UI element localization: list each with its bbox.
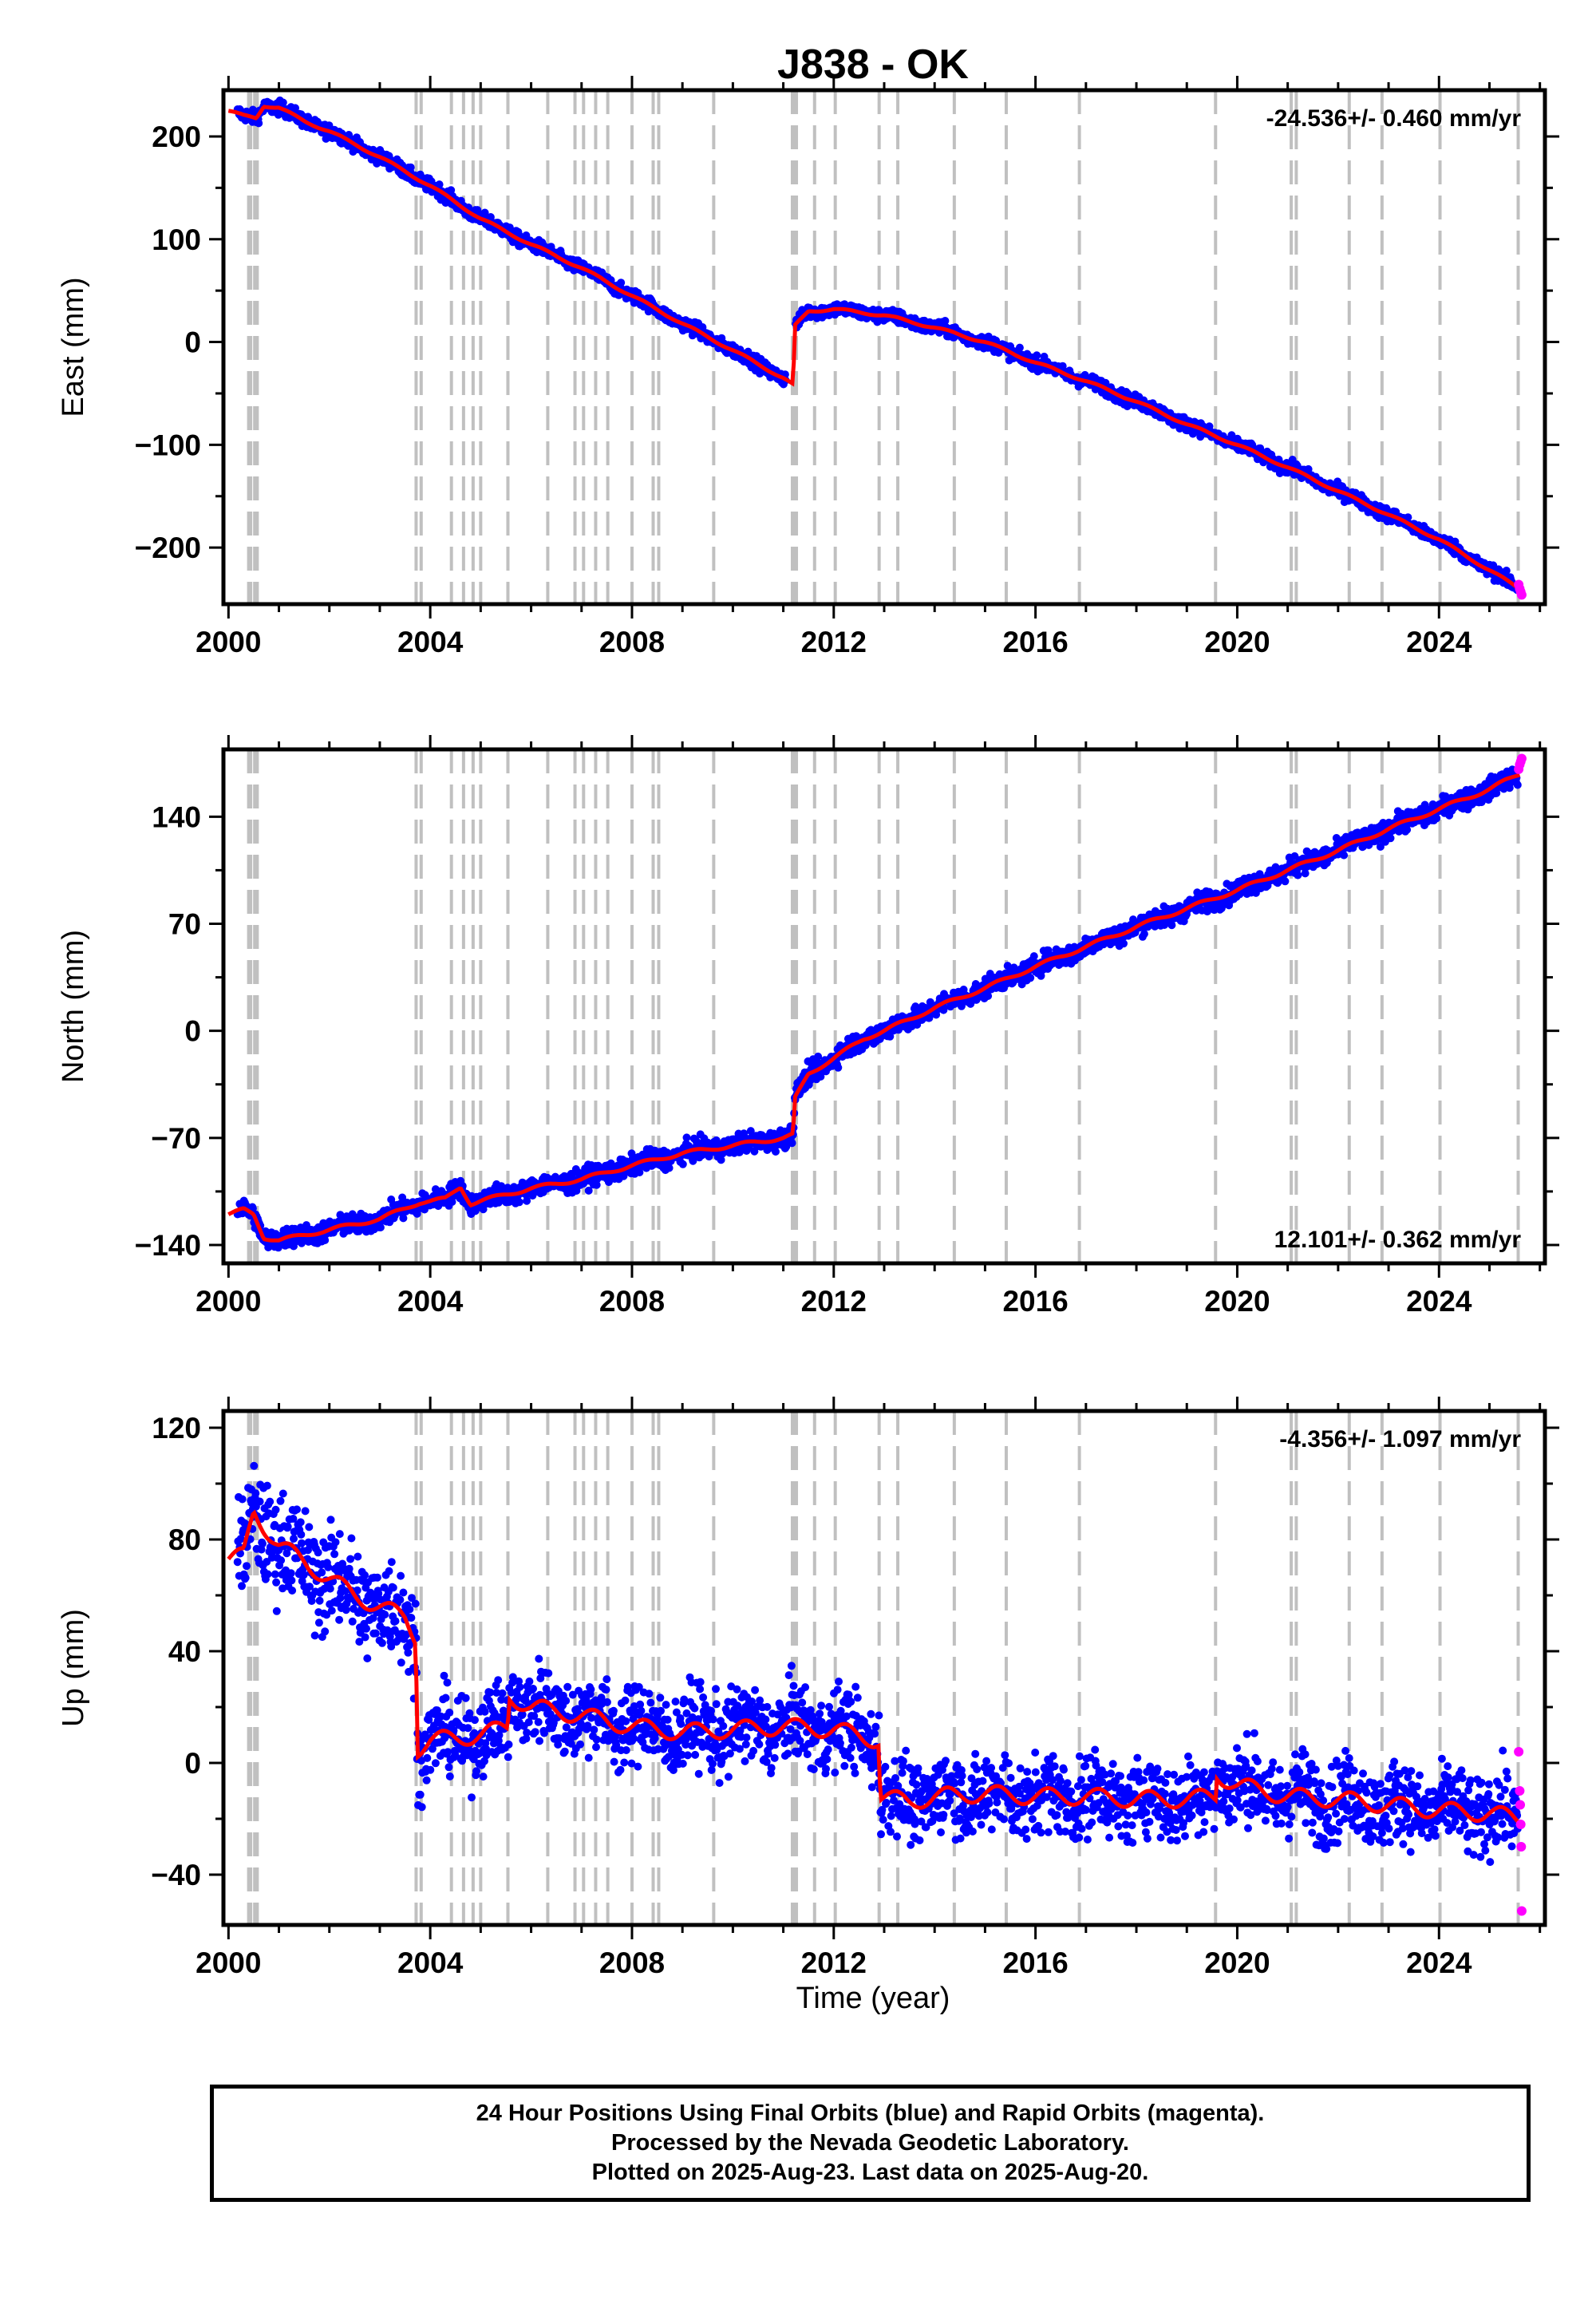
rapid-orbit-point <box>1516 1842 1527 1852</box>
x-tick-label: 2016 <box>1002 626 1068 658</box>
y-tick-label: 100 <box>152 223 201 256</box>
rate-label: -4.356+/- 1.097 mm/yr <box>1279 1426 1521 1452</box>
chart-title: J838 - OK <box>777 41 969 88</box>
y-tick-label: −100 <box>135 429 201 461</box>
rapid-orbit-point <box>1516 590 1527 600</box>
y-tick-label: −40 <box>151 1859 201 1891</box>
y-tick-label: 0 <box>184 1747 201 1780</box>
y-tick-label: −140 <box>135 1229 201 1262</box>
x-axis-label: Time (year) <box>796 1982 950 2015</box>
rapid-orbit-point <box>1515 1786 1525 1796</box>
y-axis-label: Up (mm) <box>57 1609 90 1727</box>
model-fit-line <box>227 773 1521 1243</box>
x-tick-label: 2012 <box>801 626 867 658</box>
x-tick-label: 2016 <box>1002 1946 1068 1979</box>
x-tick-label: 2024 <box>1406 1946 1472 1979</box>
x-tick-label: 2000 <box>196 1946 261 1979</box>
y-tick-label: −70 <box>151 1122 201 1155</box>
footer-line-3: Plotted on 2025-Aug-23. Last data on 202… <box>591 2160 1149 2185</box>
y-axis-label: East (mm) <box>57 277 90 417</box>
x-tick-label: 2020 <box>1204 1285 1270 1318</box>
x-tick-label: 2008 <box>599 1946 665 1979</box>
x-tick-label: 2020 <box>1204 626 1270 658</box>
rate-label: -24.536+/- 0.460 mm/yr <box>1266 105 1522 132</box>
x-tick-label: 2004 <box>397 1946 464 1979</box>
model-fit-line <box>227 1509 1522 1825</box>
final-orbit-scatter <box>233 96 1522 595</box>
x-tick-label: 2020 <box>1204 1946 1270 1979</box>
x-tick-label: 2012 <box>801 1285 867 1318</box>
panel-2: 2000 2004 2008 2012 2016 2020 2024 −140 −70 0 70 14… <box>57 735 1559 1318</box>
final-orbit-scatter <box>233 1461 1522 1867</box>
footer-box: 24 Hour Positions Using Final Orbits (bl… <box>210 2085 1531 2202</box>
x-tick-label: 2024 <box>1406 626 1472 658</box>
x-tick-label: 2000 <box>196 1285 261 1318</box>
rate-label: 12.101+/- 0.362 mm/yr <box>1274 1227 1522 1253</box>
x-tick-label: 2008 <box>599 1285 665 1318</box>
y-tick-label: 40 <box>168 1635 201 1668</box>
panel-1: 2000 2004 2008 2012 2016 2020 2024 −200 −100 0 100… <box>57 76 1559 658</box>
y-tick-label: 70 <box>168 908 201 941</box>
footer-line-1: 24 Hour Positions Using Final Orbits (bl… <box>476 2101 1265 2126</box>
footer-line-2: Processed by the Nevada Geodetic Laborat… <box>611 2130 1129 2156</box>
x-tick-label: 2012 <box>801 1946 867 1979</box>
y-tick-label: 0 <box>184 1015 201 1048</box>
y-tick-label: 120 <box>152 1412 201 1445</box>
final-orbit-points <box>233 1461 1522 1867</box>
y-tick-label: 200 <box>152 121 201 153</box>
y-tick-label: 140 <box>152 800 201 833</box>
rapid-orbit-point <box>1514 1747 1524 1757</box>
x-tick-label: 2000 <box>196 626 261 658</box>
x-tick-label: 2024 <box>1406 1285 1472 1318</box>
y-axis-label: North (mm) <box>57 930 90 1083</box>
y-tick-label: 0 <box>184 326 201 359</box>
final-orbit-points <box>233 96 1522 595</box>
panel-3: 2000 2004 2008 2012 2016 2020 2024 −40 0 40 80 120 U… <box>57 1397 1559 1979</box>
rapid-orbit-point <box>1515 1800 1526 1810</box>
rapid-orbit-point <box>1516 753 1527 764</box>
x-tick-label: 2004 <box>397 626 464 658</box>
y-tick-label: −200 <box>135 532 201 564</box>
x-tick-label: 2004 <box>397 1285 464 1318</box>
x-tick-label: 2008 <box>599 626 665 658</box>
rapid-orbit-point <box>1516 1906 1527 1916</box>
rapid-orbit-point <box>1515 1820 1526 1829</box>
y-tick-label: 80 <box>168 1524 201 1556</box>
x-tick-label: 2016 <box>1002 1285 1068 1318</box>
model-fit-line <box>227 105 1521 591</box>
